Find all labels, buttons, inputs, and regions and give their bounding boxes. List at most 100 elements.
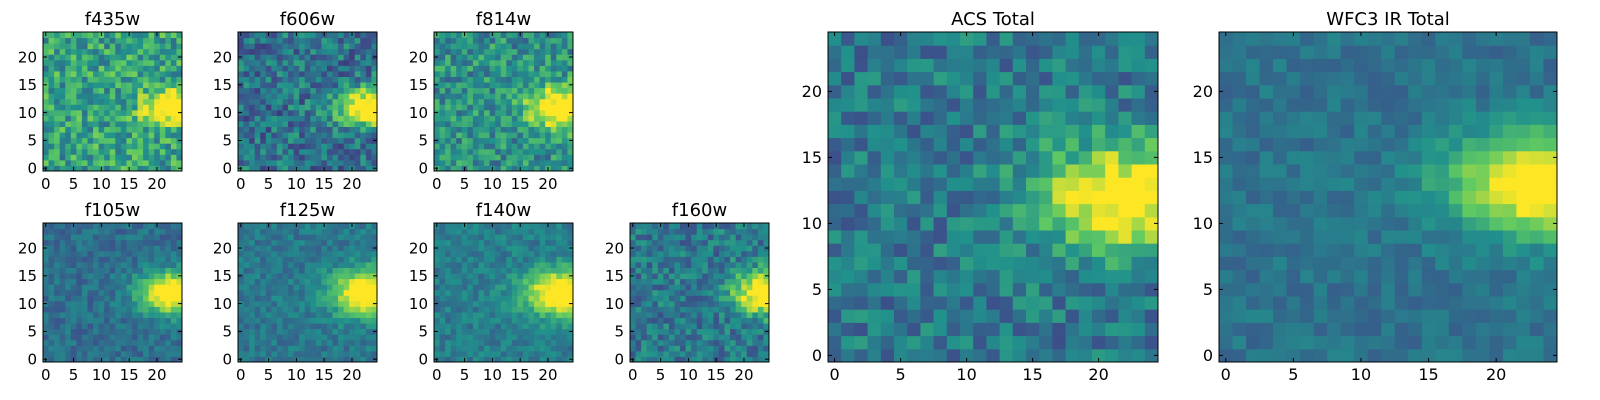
heatmap-cell	[243, 54, 250, 61]
heatmap-cell	[115, 334, 122, 341]
heatmap-cell	[120, 132, 127, 139]
heatmap-cell	[254, 37, 261, 44]
heatmap-cell	[304, 148, 311, 155]
heatmap-cell	[517, 115, 524, 122]
heatmap-cell	[360, 109, 367, 116]
heatmap-cell	[93, 278, 100, 285]
heatmap-cell	[310, 143, 317, 150]
heatmap-cell	[506, 234, 513, 241]
heatmap-cell	[511, 43, 518, 50]
heatmap-cell	[65, 339, 72, 346]
heatmap-cell	[511, 104, 518, 111]
heatmap-cell	[556, 132, 563, 139]
heatmap-cell	[506, 59, 513, 66]
y-tick-label: 5	[27, 323, 37, 341]
heatmap-cell	[343, 317, 350, 324]
heatmap-cell	[713, 300, 720, 307]
heatmap-cell	[176, 223, 183, 230]
heatmap-cell	[293, 137, 300, 144]
heatmap-cell	[98, 132, 105, 139]
heatmap-cell	[299, 295, 306, 302]
heatmap-cell	[109, 59, 116, 66]
heatmap-cell	[478, 159, 485, 166]
heatmap-cell	[59, 317, 66, 324]
heatmap-cell	[495, 93, 502, 100]
heatmap-cell	[137, 137, 144, 144]
heatmap-cell	[165, 137, 172, 144]
heatmap-cell	[54, 339, 61, 346]
heatmap-cell	[567, 284, 574, 291]
heatmap-cell	[315, 93, 322, 100]
heatmap-cell	[635, 267, 642, 274]
heatmap-cell	[702, 250, 709, 257]
heatmap-cell	[288, 284, 295, 291]
heatmap-cell	[126, 267, 133, 274]
heatmap-cell	[371, 87, 378, 94]
heatmap-cell	[724, 223, 731, 230]
heatmap-cell	[304, 65, 311, 72]
heatmap-cell	[304, 76, 311, 83]
heatmap-cell	[282, 148, 289, 155]
heatmap-cell	[630, 267, 637, 274]
heatmap-cell	[456, 317, 463, 324]
heatmap-cell	[265, 159, 272, 166]
heatmap-cell	[65, 284, 72, 291]
heatmap-cell	[724, 306, 731, 313]
heatmap-cell	[445, 126, 452, 133]
heatmap-cell	[315, 267, 322, 274]
heatmap-cell	[752, 228, 759, 235]
heatmap-cell	[545, 76, 552, 83]
heatmap-cell	[920, 335, 935, 350]
heatmap-cell	[1144, 309, 1159, 323]
heatmap-cell	[321, 87, 328, 94]
heatmap-cell	[315, 273, 322, 280]
heatmap-cell	[310, 126, 317, 133]
heatmap-cell	[550, 250, 557, 257]
heatmap-cell	[338, 115, 345, 122]
heatmap-cell	[81, 165, 88, 172]
heatmap-cell	[472, 311, 479, 319]
heatmap-cell	[680, 239, 687, 246]
heatmap-cell	[282, 239, 289, 246]
heatmap-cell	[43, 126, 50, 133]
heatmap-cell	[332, 59, 339, 66]
heatmap-cell	[343, 356, 350, 363]
heatmap-cell	[484, 32, 491, 39]
heatmap-cell	[534, 48, 541, 55]
heatmap-cell	[534, 54, 541, 61]
heatmap-cell	[439, 132, 446, 139]
heatmap-cell	[539, 234, 546, 241]
heatmap-cell	[131, 284, 139, 291]
heatmap-cell	[478, 148, 485, 155]
heatmap-cell	[702, 334, 709, 341]
heatmap-cell	[65, 132, 72, 139]
heatmap-cell	[70, 306, 77, 313]
heatmap-cell	[746, 223, 753, 230]
heatmap-cell	[59, 339, 66, 346]
heatmap-cell	[293, 289, 300, 296]
heatmap-cell	[528, 154, 535, 161]
heatmap-cell	[467, 339, 474, 346]
heatmap-cell	[43, 311, 50, 319]
heatmap-cell	[65, 76, 72, 83]
heatmap-cell	[254, 109, 261, 116]
heatmap-cell	[528, 98, 535, 105]
heatmap-cell	[288, 256, 295, 263]
heatmap-cell	[165, 109, 172, 116]
heatmap-cell	[894, 256, 908, 271]
heatmap-cell	[293, 234, 300, 241]
heatmap-cell	[293, 245, 300, 252]
heatmap-cell	[567, 115, 574, 122]
heatmap-cell	[115, 328, 122, 335]
heatmap-cell	[467, 82, 474, 89]
heatmap-cell	[299, 154, 306, 161]
heatmap-cell	[484, 267, 491, 274]
heatmap-cell	[545, 148, 552, 155]
heatmap-cell	[867, 150, 882, 165]
heatmap-cell	[450, 98, 457, 105]
heatmap-cell	[109, 120, 116, 128]
heatmap-cell	[154, 234, 161, 241]
heatmap-cell	[165, 300, 172, 307]
heatmap-cell	[973, 282, 987, 297]
heatmap-cell	[1026, 322, 1040, 337]
